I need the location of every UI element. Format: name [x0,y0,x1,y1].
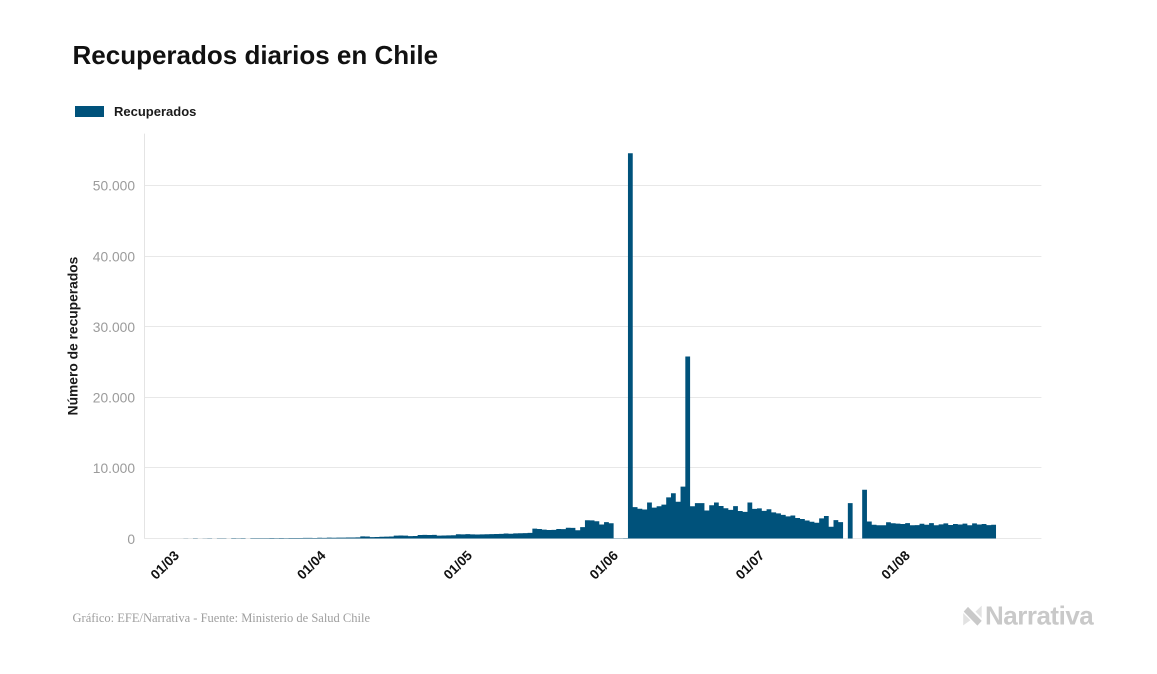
svg-text:01/04: 01/04 [294,547,329,582]
svg-text:Número de recuperados: Número de recuperados [66,256,81,415]
svg-text:01/06: 01/06 [587,547,622,582]
svg-text:0: 0 [127,532,135,547]
svg-text:01/07: 01/07 [733,548,768,583]
svg-text:01/05: 01/05 [441,547,476,582]
svg-text:50.000: 50.000 [93,179,136,194]
svg-text:10.000: 10.000 [93,461,136,476]
svg-text:40.000: 40.000 [93,249,136,264]
svg-text:01/03: 01/03 [148,547,183,582]
svg-text:30.000: 30.000 [93,320,136,335]
svg-text:01/08: 01/08 [878,547,913,582]
svg-text:20.000: 20.000 [93,391,136,406]
